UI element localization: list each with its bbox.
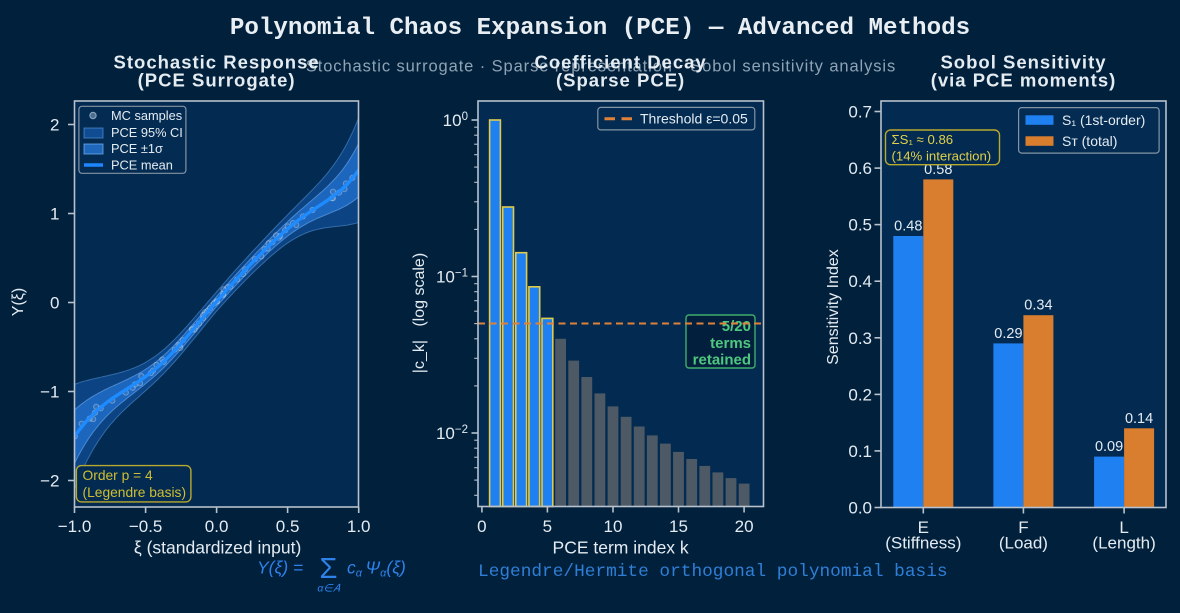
- svg-text:(PCE Surrogate): (PCE Surrogate): [138, 70, 296, 91]
- svg-text:PCE ±1σ: PCE ±1σ: [111, 141, 163, 156]
- svg-text:cα Ψα(ξ): cα Ψα(ξ): [347, 558, 406, 580]
- svg-text:0.29: 0.29: [994, 326, 1022, 342]
- svg-text:0.7: 0.7: [848, 103, 872, 122]
- svg-text:0.6: 0.6: [848, 159, 872, 178]
- svg-text:|c_k| (log scale): |c_k| (log scale): [411, 253, 428, 373]
- svg-text:MC samples: MC samples: [111, 108, 182, 123]
- svg-text:Threshold ε=0.05: Threshold ε=0.05: [640, 111, 748, 127]
- svg-text:(Stiffness): (Stiffness): [885, 534, 961, 553]
- svg-text:Stochastic Response: Stochastic Response: [114, 52, 320, 73]
- svg-text:E: E: [918, 518, 929, 537]
- svg-text:(Length): (Length): [1092, 534, 1155, 553]
- svg-text:0: 0: [50, 294, 59, 313]
- svg-text:α∈𝐴: α∈𝐴: [317, 583, 340, 595]
- svg-text:0.4: 0.4: [848, 272, 872, 291]
- svg-text:0: 0: [477, 517, 486, 536]
- svg-text:10: 10: [604, 517, 623, 536]
- svg-text:0.1: 0.1: [848, 442, 872, 461]
- svg-text:0.09: 0.09: [1095, 439, 1123, 455]
- svg-text:20: 20: [735, 517, 754, 536]
- svg-text:Σ: Σ: [320, 553, 338, 585]
- svg-text:Sт (total): Sт (total): [1062, 133, 1117, 149]
- svg-text:PCE mean: PCE mean: [111, 158, 173, 173]
- svg-text:retained: retained: [693, 352, 751, 369]
- svg-text:(Sparse PCE): (Sparse PCE): [556, 70, 685, 91]
- svg-text:Order p = 4: Order p = 4: [83, 468, 153, 483]
- svg-text:Coefficient Decay: Coefficient Decay: [534, 52, 706, 73]
- svg-text:5: 5: [543, 517, 552, 536]
- svg-text:(14% interaction): (14% interaction): [892, 149, 992, 164]
- svg-text:(Legendre basis): (Legendre basis): [83, 485, 187, 500]
- svg-text:1: 1: [50, 205, 59, 224]
- svg-text:L: L: [1119, 518, 1128, 537]
- svg-text:Y(ξ) =: Y(ξ) =: [257, 558, 303, 578]
- svg-text:PCE 95% CI: PCE 95% CI: [111, 125, 183, 140]
- svg-text:Sensitivity Index: Sensitivity Index: [825, 249, 842, 365]
- svg-text:(via PCE moments): (via PCE moments): [931, 70, 1117, 91]
- svg-text:Legendre/Hermite orthogonal po: Legendre/Hermite orthogonal polynomial b…: [478, 562, 948, 582]
- svg-text:−2: −2: [40, 472, 59, 491]
- svg-text:ξ (standardized input): ξ (standardized input): [134, 538, 301, 558]
- svg-text:−1.0: −1.0: [58, 517, 92, 536]
- svg-text:ΣS₁ ≈ 0.86: ΣS₁ ≈ 0.86: [892, 132, 954, 147]
- svg-text:−0.5: −0.5: [129, 517, 163, 536]
- svg-text:0.0: 0.0: [205, 517, 229, 536]
- svg-text:PCE term index k: PCE term index k: [553, 538, 689, 558]
- svg-text:1.0: 1.0: [347, 517, 371, 536]
- svg-text:0.5: 0.5: [848, 216, 872, 235]
- svg-text:F: F: [1018, 518, 1028, 537]
- svg-text:0.14: 0.14: [1125, 411, 1153, 427]
- svg-text:Polynomial Chaos Expansion (PC: Polynomial Chaos Expansion (PCE) — Advan…: [230, 15, 970, 42]
- svg-text:0.0: 0.0: [848, 499, 872, 518]
- svg-text:5/20: 5/20: [722, 318, 751, 335]
- svg-text:Y(ξ): Y(ξ): [10, 288, 27, 317]
- svg-text:0.3: 0.3: [848, 329, 872, 348]
- svg-text:2: 2: [50, 116, 59, 135]
- svg-text:Stochastic surrogate · Sparse: Stochastic surrogate · Sparse representa…: [306, 58, 896, 76]
- svg-text:−1: −1: [40, 383, 59, 402]
- svg-text:Sobol Sensitivity: Sobol Sensitivity: [940, 52, 1106, 73]
- svg-text:15: 15: [669, 517, 688, 536]
- svg-text:terms: terms: [710, 335, 751, 352]
- svg-text:0.34: 0.34: [1024, 298, 1052, 314]
- svg-text:(Load): (Load): [999, 534, 1048, 553]
- svg-text:0.48: 0.48: [894, 219, 922, 235]
- svg-text:0.2: 0.2: [848, 385, 872, 404]
- svg-text:0.5: 0.5: [276, 517, 300, 536]
- svg-text:S₁ (1st-order): S₁ (1st-order): [1062, 112, 1145, 128]
- svg-text:0.58: 0.58: [924, 162, 952, 178]
